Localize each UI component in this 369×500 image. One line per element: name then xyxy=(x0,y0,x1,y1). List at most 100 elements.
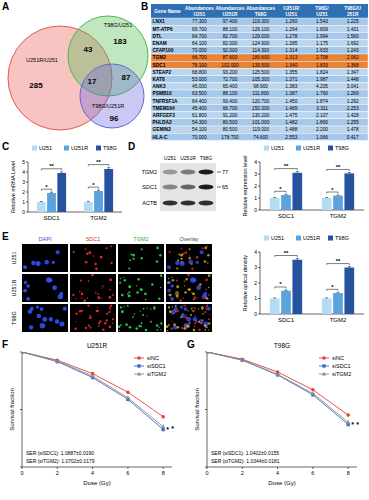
table-row xyxy=(151,119,368,126)
fluorescence-dot xyxy=(110,309,112,311)
y-tick xyxy=(20,467,22,468)
marker xyxy=(346,420,350,424)
table-cell: ARFGEF3 xyxy=(153,113,176,118)
table-cell: 54.300 xyxy=(192,120,207,125)
error-cap xyxy=(348,266,351,267)
table-cell: 2.200 xyxy=(316,127,328,132)
table-cell: 64.100 xyxy=(192,41,207,46)
table-cell: 1.355 xyxy=(285,70,297,75)
table-cell: 1.225 xyxy=(347,19,359,24)
table-cell: 93.400 xyxy=(223,99,238,104)
fluorescence-dot xyxy=(179,299,182,302)
tick-label: 1 xyxy=(254,295,257,301)
fluorescence-dot xyxy=(87,298,88,299)
venn-count: 285 xyxy=(29,81,43,90)
table-cell: 76.100 xyxy=(192,63,207,68)
table-header: U251R xyxy=(223,12,238,17)
legend-swatch xyxy=(64,146,69,151)
fluorescence-dot xyxy=(175,310,177,312)
lane-label: U251 xyxy=(164,155,176,161)
fluorescence-dot xyxy=(189,322,191,324)
fluorescence-dot xyxy=(75,298,76,299)
error-cap xyxy=(325,297,328,298)
error-bar xyxy=(325,197,328,198)
marker xyxy=(241,359,244,362)
blot-band xyxy=(181,170,196,175)
blot-band xyxy=(181,201,196,206)
fluorescence-dot xyxy=(198,329,200,331)
fluorescence-dot xyxy=(144,292,147,295)
x-tick xyxy=(312,467,313,469)
significance-label: * xyxy=(166,426,169,433)
error-bar xyxy=(285,289,288,291)
table-row xyxy=(151,47,368,54)
error-cap xyxy=(348,172,351,173)
table-cell: 1.371 xyxy=(285,77,297,82)
bar xyxy=(270,198,280,210)
fluorescence-dot xyxy=(31,261,35,265)
bars xyxy=(270,172,354,210)
error-cap xyxy=(87,201,90,202)
fluorescence-dot xyxy=(204,311,206,313)
table-header: T98G xyxy=(255,12,267,17)
table-cell: 1.340 xyxy=(285,63,297,68)
bar xyxy=(322,299,332,315)
fluorescence-dot xyxy=(180,261,185,266)
fluorescence-dot xyxy=(183,327,186,330)
fluorescence-dot xyxy=(178,253,180,255)
table-cell: 1.994 xyxy=(316,34,328,39)
blot-band xyxy=(199,170,214,175)
fluorescence-dot xyxy=(198,321,200,323)
tick-label: 1 xyxy=(254,195,257,201)
fluorescence-dot xyxy=(172,279,174,281)
table-cell: 139.500 xyxy=(252,63,270,68)
fluorescence-dot xyxy=(160,274,163,277)
fluorescence-dot xyxy=(79,310,81,312)
fluorescence-dot xyxy=(189,248,191,250)
table-cell: 1.987 xyxy=(316,77,328,82)
fluorescence-dot xyxy=(129,326,132,329)
fluorescence-dot xyxy=(123,277,124,278)
table-cell: 1.175 xyxy=(316,41,328,46)
fluorescence-dot xyxy=(151,283,154,286)
venn-set-label: U251R/U251 xyxy=(26,57,58,63)
table-cell: 97.400 xyxy=(223,19,238,24)
table-cell: 82.700 xyxy=(223,34,238,39)
fluorescence-dot xyxy=(111,262,113,264)
fluorescence-dot xyxy=(176,268,178,270)
table-cell: 150.300 xyxy=(252,106,270,111)
bar xyxy=(344,268,354,315)
fluorescence-dot xyxy=(63,307,67,311)
fluorescence-dot xyxy=(171,298,172,299)
fluorescence-dot xyxy=(160,322,162,324)
blot-band xyxy=(163,185,178,190)
fluorescence-dot xyxy=(135,327,138,330)
table-cell: 63.500 xyxy=(192,91,207,96)
table-cell: KAT8 xyxy=(153,77,166,82)
fluorescence-dot xyxy=(97,293,99,295)
bar xyxy=(270,299,280,315)
fluorescence-dot xyxy=(180,316,182,318)
table-cell: 1.255 xyxy=(347,120,359,125)
tick-label: 3 xyxy=(22,179,25,185)
significance-label: * xyxy=(331,284,334,290)
axis-label: Survival fraction xyxy=(9,388,15,431)
table-row xyxy=(151,133,368,140)
table-row xyxy=(151,112,368,119)
fluorescence-dot xyxy=(176,295,179,298)
table-cell: 70.000 xyxy=(192,135,207,140)
legend-label: U251R xyxy=(303,235,320,241)
table-cell: 1.285 xyxy=(285,41,297,46)
table-cell: 1.278 xyxy=(285,34,297,39)
bar xyxy=(84,202,93,212)
y-axis xyxy=(28,162,29,212)
annotation: SER (siSDC1): 1.0402±0.0155 xyxy=(211,450,279,456)
error-bar xyxy=(296,172,299,173)
table-cell: 88.100 xyxy=(223,91,238,96)
fluorescence-dot xyxy=(102,285,104,287)
fluorescence-dot xyxy=(23,289,27,293)
fluorescence-dot xyxy=(177,310,179,312)
error-cap xyxy=(285,289,288,290)
venn-count: 43 xyxy=(84,45,93,54)
fluorescence-dot xyxy=(177,259,179,261)
